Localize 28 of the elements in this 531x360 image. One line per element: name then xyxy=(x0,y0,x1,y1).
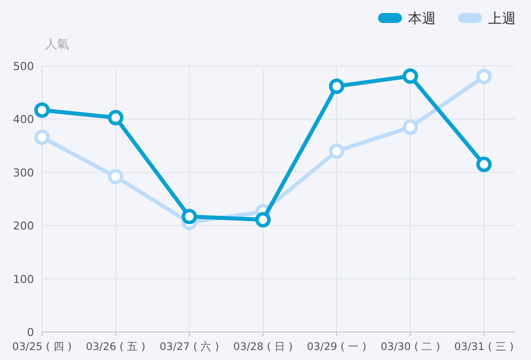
point xyxy=(108,168,124,184)
x-tick-label: 03/30 ( 二 ) xyxy=(380,341,440,353)
y-tick-label: 0 xyxy=(27,326,34,339)
x-tick-label: 03/26 ( 五 ) xyxy=(86,341,146,353)
point xyxy=(34,130,50,146)
point xyxy=(476,156,492,172)
y-tick-label: 200 xyxy=(13,220,34,233)
y-tick-label: 300 xyxy=(13,166,34,180)
point xyxy=(402,119,418,135)
x-tick-label: 03/25 ( 四 ) xyxy=(12,341,72,353)
point xyxy=(34,102,50,118)
point xyxy=(182,208,198,224)
y-tick-label: 100 xyxy=(13,272,34,286)
point xyxy=(328,78,344,94)
point xyxy=(476,68,492,84)
x-tick-label: 03/29 ( 一 ) xyxy=(306,341,366,353)
x-tick-label: 03/27 ( 六 ) xyxy=(160,340,220,353)
y-axis-title: 人氣 xyxy=(45,37,69,51)
point xyxy=(328,143,344,159)
point xyxy=(402,68,418,84)
legend-label: 上週 xyxy=(488,11,516,27)
point xyxy=(108,110,124,126)
point xyxy=(255,212,271,228)
x-tick-label: 03/31 ( 三 ) xyxy=(454,341,514,353)
legend-label: 本週 xyxy=(408,11,436,27)
y-tick-label: 400 xyxy=(13,113,34,126)
x-tick-label: 03/28 ( 日 ) xyxy=(233,341,293,353)
y-tick-label: 500 xyxy=(13,60,34,73)
